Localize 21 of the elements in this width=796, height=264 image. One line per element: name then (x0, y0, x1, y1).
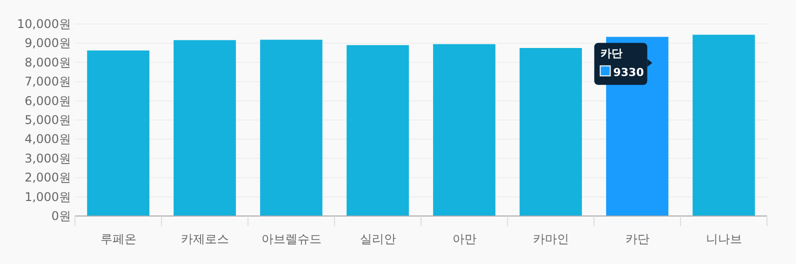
y-tick-label: 10,000원 (17, 17, 71, 31)
y-tick-label: 0원 (51, 209, 71, 223)
x-tick-label: 루페온 (100, 232, 136, 246)
x-tick-label: 실리안 (360, 232, 396, 246)
x-tick-label: 아브렐슈드 (261, 232, 322, 246)
x-tick-label: 카제로스 (180, 232, 229, 246)
annotation: 9330 (613, 66, 644, 79)
y-tick-label: 2,000원 (24, 170, 71, 185)
y-tick-label: 7,000원 (24, 74, 71, 89)
y-tick-label: 3,000원 (24, 151, 71, 166)
x-tick-label: 카마인 (532, 232, 569, 246)
y-tick-label: 8,000원 (24, 55, 71, 70)
y-tick-label: 5,000원 (24, 113, 71, 127)
y-tick-label: 6,000원 (24, 94, 71, 108)
y-tick-label: 9,000원 (24, 36, 71, 50)
y-tick-label: 1,000원 (24, 190, 71, 204)
x-tick-label: 카단 (625, 232, 650, 246)
y-tick-label: 4,000원 (24, 132, 71, 146)
x-tick-label: 아만 (452, 232, 476, 246)
x-tick-label: 니나브 (706, 232, 742, 246)
tooltip: 카단 9330 (594, 42, 652, 85)
